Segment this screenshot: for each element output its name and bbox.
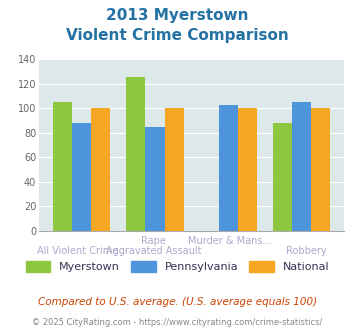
Bar [292, 102, 311, 231]
Legend: Myerstown, Pennsylvania, National: Myerstown, Pennsylvania, National [21, 256, 334, 277]
Bar [146, 127, 164, 231]
Bar [219, 105, 238, 231]
Bar [72, 123, 91, 231]
Text: Aggravated Assault: Aggravated Assault [106, 246, 201, 256]
Bar [53, 102, 72, 231]
Bar [311, 109, 331, 231]
Text: © 2025 CityRating.com - https://www.cityrating.com/crime-statistics/: © 2025 CityRating.com - https://www.city… [32, 318, 323, 327]
Text: Rape: Rape [141, 236, 166, 246]
Bar [91, 109, 110, 231]
Text: Murder & Mans...: Murder & Mans... [188, 236, 272, 246]
Text: 2013 Myerstown: 2013 Myerstown [106, 8, 249, 23]
Text: Compared to U.S. average. (U.S. average equals 100): Compared to U.S. average. (U.S. average … [38, 297, 317, 307]
Bar [126, 77, 146, 231]
Text: Violent Crime Comparison: Violent Crime Comparison [66, 28, 289, 43]
Bar [164, 109, 184, 231]
Bar [273, 123, 292, 231]
Bar [238, 109, 257, 231]
Text: Robbery: Robbery [286, 246, 327, 256]
Text: All Violent Crime: All Violent Crime [37, 246, 118, 256]
